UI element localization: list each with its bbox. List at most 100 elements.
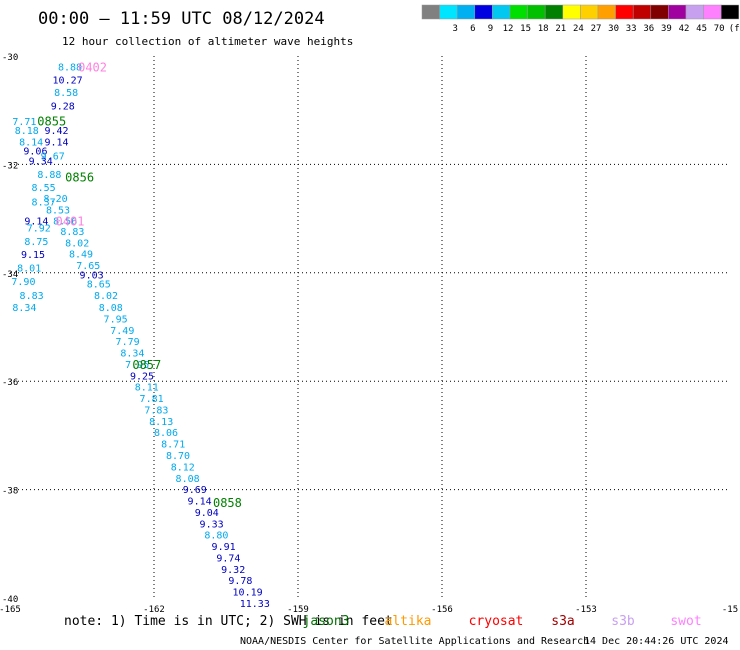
satellite-name: s3b xyxy=(611,614,635,629)
legend-swatch xyxy=(650,4,669,20)
satellite-legend: jason3 altika cryosat s3a s3b swot xyxy=(303,614,702,629)
wave-height-label: 7.90 xyxy=(11,277,35,288)
satellite-name: jason3 xyxy=(303,614,350,629)
legend-label: 39 xyxy=(661,24,672,34)
wave-height-label: 8.02 xyxy=(65,239,89,250)
wave-height-label: 9.67 xyxy=(41,151,65,162)
wave-height-label: 7.92 xyxy=(27,223,51,234)
wave-height-label: 9.91 xyxy=(212,542,236,553)
legend-swatch xyxy=(456,4,476,20)
wave-height-label: 8.02 xyxy=(94,291,118,302)
satellite-name: cryosat xyxy=(469,614,524,629)
wave-height-label: 8.34 xyxy=(120,349,144,360)
lon-tick-label: -165 xyxy=(0,605,21,615)
wave-height-label: 8.83 xyxy=(20,291,44,302)
wave-height-label: 8.56 xyxy=(53,216,77,227)
legend-swatch xyxy=(421,4,440,20)
legend-swatch xyxy=(703,4,722,20)
wave-height-label: 7.83 xyxy=(144,405,168,416)
wave-height-label: 8.75 xyxy=(24,237,48,248)
wave-height-label: 8.53 xyxy=(46,205,70,216)
wave-height-label: 7.71 xyxy=(12,117,36,128)
wave-height-label: 7.79 xyxy=(116,337,140,348)
wave-height-label: 8.80 xyxy=(204,531,228,542)
wave-height-label: 10.19 xyxy=(233,588,263,599)
wave-height-label: 8.37 xyxy=(32,197,56,208)
wave-height-label: 8.08 xyxy=(99,303,123,314)
legend-swatch xyxy=(439,4,458,20)
wave-height-label: 9.03 xyxy=(80,271,104,282)
lon-tick-label: -159 xyxy=(287,605,309,615)
wave-height-label: 8.12 xyxy=(171,462,195,473)
legend-label: 70 xyxy=(714,24,725,34)
graticule xyxy=(10,56,730,598)
wave-height-label: 9.06 xyxy=(23,146,47,157)
legend-swatch xyxy=(720,4,740,20)
wave-height-label: 8.58 xyxy=(54,88,78,99)
wave-height-label: 8.71 xyxy=(161,440,185,451)
legend-label: 27 xyxy=(591,24,602,34)
wave-height-label: 8.70 xyxy=(166,451,190,462)
legend-swatch xyxy=(597,4,616,20)
wave-height-label: 8.13 xyxy=(149,417,173,428)
wave-height-label: 8.34 xyxy=(12,303,36,314)
wave-height-values: 8.8810.278.589.287.719.428.189.148.149.0… xyxy=(11,62,269,610)
wave-height-label: 9.28 xyxy=(51,101,75,112)
legend-label: 6 xyxy=(470,24,475,34)
satellite-name: swot xyxy=(670,614,701,629)
wave-height-label: 8.88 xyxy=(37,170,61,181)
legend-swatch xyxy=(668,4,687,20)
wave-height-label: 9.15 xyxy=(21,250,45,261)
wave-height-label: 8.65 xyxy=(87,280,111,291)
wave-height-label: 9.33 xyxy=(200,519,224,530)
lon-tick-label: -15 xyxy=(722,605,738,615)
legend-label: 15 xyxy=(520,24,531,34)
wave-height-label: 8.01 xyxy=(17,263,41,274)
legend-label: 42 xyxy=(679,24,690,34)
legend-label: 36 xyxy=(643,24,654,34)
lat-tick-label: -38 xyxy=(2,487,18,497)
wave-height-label: 8.55 xyxy=(32,183,56,194)
wave-height-label: 9.14 xyxy=(24,216,48,227)
wave-height-label: 9.74 xyxy=(216,553,240,564)
legend-unit: (ft) xyxy=(729,24,740,34)
wave-height-label: 10.27 xyxy=(53,75,83,86)
wave-height-label: 9.69 xyxy=(183,485,207,496)
wave-height-label: 9.42 xyxy=(45,126,69,137)
legend-swatch xyxy=(580,4,599,20)
wave-height-label: 8.49 xyxy=(69,249,93,260)
wave-height-label: 9.04 xyxy=(195,508,219,519)
pass-time-label: 0856 xyxy=(65,170,94,184)
legend-label: 9 xyxy=(488,24,493,34)
wave-height-label: 8.88 xyxy=(58,62,82,73)
wave-height-label: 7.95 xyxy=(125,360,149,371)
satellite-name: altika xyxy=(385,614,432,629)
wave-height-label: 8.06 xyxy=(154,428,178,439)
pass-time-label: 0402 xyxy=(78,60,107,74)
legend-label: 12 xyxy=(503,24,514,34)
wave-height-label: 9.14 xyxy=(45,138,69,149)
pass-time-label: 0857 xyxy=(132,358,161,372)
lat-tick-label: -36 xyxy=(2,378,18,388)
wave-height-label: 7.95 xyxy=(104,314,128,325)
wave-height-label: 7.65 xyxy=(76,261,100,272)
lat-tick-label: -30 xyxy=(2,53,18,63)
note-text: note: 1) Time is in UTC; 2) SWH is in fe… xyxy=(64,614,393,629)
legend-swatch xyxy=(632,4,652,20)
legend-swatch xyxy=(685,4,704,20)
legend-label: 18 xyxy=(538,24,549,34)
axis-ticks: -165 -162 -159 -156 -153 -15 -30 -32 -34 -36 -38 -4… xyxy=(0,53,738,615)
map-subtitle: 12 hour collection of altimeter wave hei… xyxy=(62,35,353,48)
wave-height-label: 9.78 xyxy=(228,576,252,587)
legend-swatch xyxy=(527,4,546,20)
legend-label: 24 xyxy=(573,24,584,34)
wave-height-label: 9.25 xyxy=(130,371,154,382)
legend-label: 21 xyxy=(555,24,566,34)
wave-height-label: 8.08 xyxy=(176,474,200,485)
footer-timestamp: 14 Dec 20:44:26 UTC 2024 xyxy=(584,636,729,647)
wave-height-label: 9.34 xyxy=(29,157,53,168)
wave-height-label: 8.11 xyxy=(135,383,159,394)
legend-label: 33 xyxy=(626,24,637,34)
